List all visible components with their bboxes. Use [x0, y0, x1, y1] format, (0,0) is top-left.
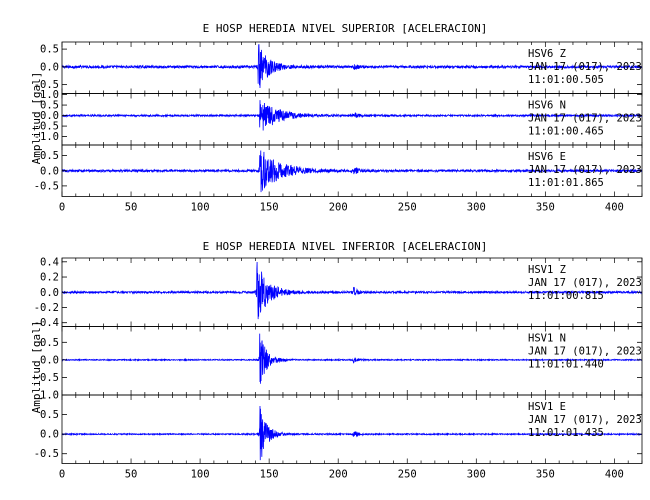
y-tick-label: -0.5 — [34, 372, 59, 384]
y-tick-label: -0.5 — [34, 448, 59, 460]
y-tick-label: 0.5 — [40, 409, 59, 421]
x-tick-label: 200 — [329, 202, 348, 214]
x-tick-label: 350 — [536, 469, 555, 481]
y-tick-label: -0.2 — [34, 302, 59, 314]
y-tick-label: -0.5 — [34, 79, 59, 91]
y-tick-label: -0.5 — [34, 121, 59, 133]
time-label: 11:01:00.815 — [528, 290, 604, 302]
date-label: JAN 17 (017), 2023 — [528, 61, 642, 73]
x-tick-label: 0 — [59, 469, 65, 481]
y-tick-label: -0.5 — [34, 180, 59, 192]
y-tick-label: 0.0 — [40, 287, 59, 299]
y-tick-label: 0.4 — [40, 256, 59, 268]
station-label: HSV1 N — [528, 333, 566, 345]
y-axis-label-bottom: Amplitud [gal] — [30, 321, 43, 414]
waveform-line — [61, 262, 643, 320]
x-tick-label: 300 — [467, 469, 486, 481]
chart-top-superior: E HOSP HEREDIA NIVEL SUPERIOR [ACELERACI… — [30, 22, 643, 214]
y-tick-label: 1.0 — [40, 89, 59, 101]
y-tick-label: 0.5 — [40, 44, 59, 56]
x-axis-top: 0 50 100 150 200 250 300 350 400 — [59, 202, 624, 214]
y-tick-label: 0.0 — [40, 61, 59, 73]
station-label: HSV6 E — [528, 151, 566, 163]
x-tick-label: 300 — [467, 202, 486, 214]
y-tick-label: 0.0 — [40, 165, 59, 177]
x-tick-label: 150 — [260, 202, 279, 214]
x-tick-label: 400 — [605, 202, 624, 214]
time-label: 11:01:00.505 — [528, 74, 604, 86]
waveform-line — [61, 100, 643, 131]
date-label: JAN 17 (017), 2023 — [528, 277, 642, 289]
x-tick-label: 100 — [191, 202, 210, 214]
chart-title-bottom: E HOSP HEREDIA NIVEL INFERIOR [ACELERACI… — [203, 240, 488, 253]
x-tick-label: 50 — [125, 469, 138, 481]
x-axis-bottom: 0 50 100 150 200 250 300 350 400 — [59, 469, 624, 481]
x-tick-label: 400 — [605, 469, 624, 481]
y-tick-label: 0.5 — [40, 100, 59, 112]
date-label: JAN 17 (017), 2023 — [528, 113, 642, 125]
waveform-line — [61, 406, 643, 461]
y-tick-label: -0.4 — [34, 317, 59, 329]
x-tick-label: 0 — [59, 202, 65, 214]
y-tick-label: -1.0 — [34, 131, 59, 143]
date-label: JAN 17 (017), 2023 — [528, 164, 642, 176]
x-tick-label: 50 — [125, 202, 138, 214]
y-tick-label: 0.5 — [40, 150, 59, 162]
y-tick-label: 1.0 — [40, 390, 59, 402]
station-label: HSV6 N — [528, 100, 566, 112]
y-tick-label: 0.5 — [40, 337, 59, 349]
y-axis-label-top: Amplitud [gal] — [30, 72, 43, 165]
date-label: JAN 17 (017), 2023 — [528, 346, 642, 358]
x-tick-label: 150 — [260, 469, 279, 481]
x-tick-label: 250 — [398, 469, 417, 481]
station-label: HSV1 Z — [528, 264, 566, 276]
time-label: 11:01:00.465 — [528, 126, 604, 138]
waveform-line — [61, 333, 643, 384]
x-tick-label: 350 — [536, 202, 555, 214]
time-label: 11:01:01.865 — [528, 177, 604, 189]
waveform-line — [61, 150, 643, 193]
station-label: HSV1 E — [528, 401, 566, 413]
time-label: 11:01:01.440 — [528, 359, 604, 371]
date-label: JAN 17 (017), 2023 — [528, 414, 642, 426]
waveform-line — [61, 44, 643, 88]
chart-bottom-inferior: E HOSP HEREDIA NIVEL INFERIOR [ACELERACI… — [30, 240, 643, 481]
y-tick-label: 0.0 — [40, 110, 59, 122]
x-tick-label: 250 — [398, 202, 417, 214]
time-label: 11:01:01.435 — [528, 427, 604, 439]
x-tick-label: 100 — [191, 469, 210, 481]
y-tick-label: 0.0 — [40, 354, 59, 366]
chart-title-top: E HOSP HEREDIA NIVEL SUPERIOR [ACELERACI… — [203, 22, 488, 35]
x-tick-label: 200 — [329, 469, 348, 481]
y-tick-label: 0.0 — [40, 429, 59, 441]
y-tick-label: 0.2 — [40, 272, 59, 284]
station-label: HSV6 Z — [528, 48, 566, 60]
